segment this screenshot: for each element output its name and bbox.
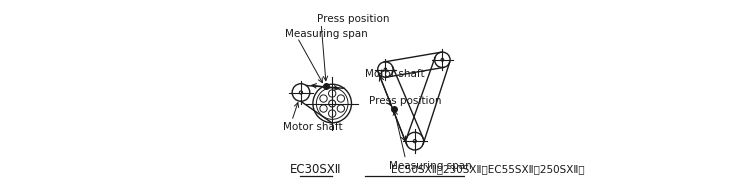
Text: Measuring span: Measuring span xyxy=(285,29,368,39)
Text: Motor shaft: Motor shaft xyxy=(282,122,342,132)
Text: Measuring span: Measuring span xyxy=(389,161,472,171)
Text: Press position: Press position xyxy=(317,14,389,24)
Text: EC30SXⅡ: EC30SXⅡ xyxy=(290,163,341,176)
Text: Motor shaft: Motor shaft xyxy=(365,69,425,79)
Text: Press position: Press position xyxy=(369,96,441,106)
Text: EC50SXⅡ～230SXⅡ（EC55SXⅡ～250SXⅡ）: EC50SXⅡ～230SXⅡ（EC55SXⅡ～250SXⅡ） xyxy=(391,165,585,175)
